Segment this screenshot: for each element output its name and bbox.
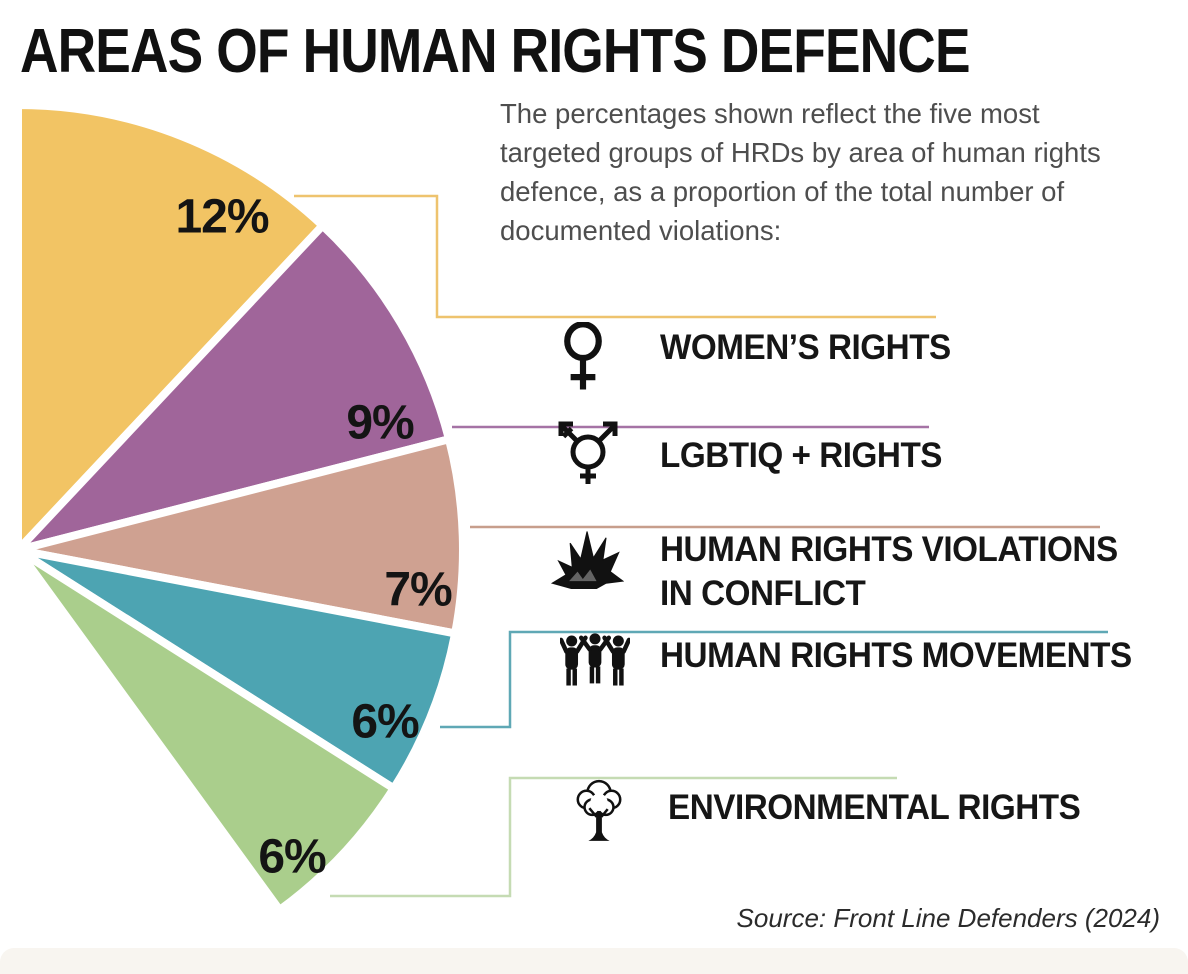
- pie-slice-womens-rights: [14, 100, 329, 561]
- explosion-icon: [550, 531, 624, 590]
- legend-label-environmental: ENVIRONMENTAL RIGHTS: [668, 788, 1081, 827]
- pie-slice-conflict-violations: [17, 434, 467, 639]
- legend-label-conflict-violations: HUMAN RIGHTS VIOLATIONS IN CONFLICT: [660, 530, 1118, 613]
- footer-bar: [0, 948, 1188, 974]
- slice-value-lgbtiq-rights: 9%: [346, 396, 414, 450]
- legend-label-hr-movements: HUMAN RIGHTS MOVEMENTS: [660, 636, 1132, 675]
- slice-value-environmental: 6%: [258, 830, 326, 884]
- female-icon: [564, 322, 602, 390]
- pie-slice-hr-movements: [15, 546, 460, 794]
- slice-value-hr-movements: 6%: [351, 695, 419, 749]
- slice-value-conflict-violations: 7%: [384, 563, 452, 617]
- chart-description: The percentages shown reflect the five m…: [500, 98, 1101, 246]
- people-icon: [560, 633, 630, 686]
- connector-environmental: [330, 776, 897, 898]
- pie-slice-environmental: [14, 546, 400, 916]
- transgender-icon: [558, 421, 618, 484]
- legend-label-lgbtiq-rights: LGBTIQ + RIGHTS: [660, 436, 942, 475]
- legend-label-womens-rights: WOMEN’S RIGHTS: [660, 328, 951, 367]
- tree-icon: [576, 779, 622, 841]
- slice-value-womens-rights: 12%: [175, 190, 269, 244]
- source-credit: Source: Front Line Defenders (2024): [736, 903, 1160, 933]
- connector-womens-rights: [294, 194, 936, 319]
- connector-hr-movements: [440, 630, 1108, 729]
- pie-slice-lgbtiq-rights: [5, 219, 454, 558]
- page-title: AREAS OF HUMAN RIGHTS DEFENCE: [20, 17, 971, 86]
